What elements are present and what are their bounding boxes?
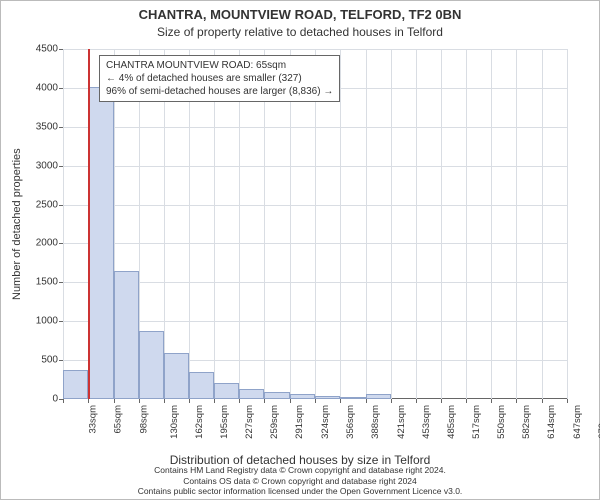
histogram-bar: [290, 394, 315, 399]
x-tick-label: 33sqm: [88, 405, 99, 434]
y-tick-label: 3500: [36, 121, 63, 132]
y-tick-label: 1000: [36, 316, 63, 327]
x-tick-mark: [114, 399, 115, 403]
x-tick-label: 356sqm: [345, 405, 356, 439]
x-tick-mark: [290, 399, 291, 403]
y-tick-label: 2500: [36, 199, 63, 210]
x-tick-mark: [542, 399, 543, 403]
x-tick-label: 421sqm: [396, 405, 407, 439]
x-tick-mark: [516, 399, 517, 403]
x-tick-label: 130sqm: [168, 405, 179, 439]
x-tick-label: 259sqm: [269, 405, 280, 439]
x-tick-mark: [264, 399, 265, 403]
grid-line-v: [466, 49, 467, 399]
grid-line-v: [516, 49, 517, 399]
x-tick-label: 195sqm: [219, 405, 230, 439]
y-axis-label-text: Number of detached properties: [11, 148, 23, 300]
x-tick-mark: [416, 399, 417, 403]
x-tick-label: 162sqm: [193, 405, 204, 439]
x-tick-mark: [88, 399, 89, 403]
attribution-line3: Contains public sector information licen…: [138, 486, 463, 496]
annotation-box: CHANTRA MOUNTVIEW ROAD: 65sqm ← 4% of de…: [99, 55, 340, 102]
x-tick-mark: [63, 399, 64, 403]
x-tick-label: 65sqm: [112, 405, 123, 434]
attribution-line2: Contains OS data © Crown copyright and d…: [183, 476, 417, 486]
histogram-bar: [164, 353, 190, 399]
x-tick-mark: [214, 399, 215, 403]
x-tick-label: 582sqm: [521, 405, 532, 439]
y-axis-label-wrap: Number of detached properties: [11, 1, 25, 431]
x-tick-mark: [164, 399, 165, 403]
grid-line-v: [441, 49, 442, 399]
histogram-bar: [366, 394, 391, 399]
grid-line-v: [416, 49, 417, 399]
x-tick-mark: [567, 399, 568, 403]
x-tick-label: 485sqm: [445, 405, 456, 439]
x-tick-mark: [189, 399, 190, 403]
chart-title-line2: Size of property relative to detached ho…: [1, 25, 599, 39]
x-tick-mark: [340, 399, 341, 403]
histogram-bar: [88, 87, 114, 399]
grid-line-v: [63, 49, 64, 399]
x-tick-mark: [139, 399, 140, 403]
x-tick-label: 453sqm: [420, 405, 431, 439]
grid-line-v: [366, 49, 367, 399]
x-tick-mark: [441, 399, 442, 403]
y-tick-label: 3000: [36, 160, 63, 171]
x-tick-label: 291sqm: [294, 405, 305, 439]
histogram-bar: [139, 331, 164, 399]
chart-frame: CHANTRA, MOUNTVIEW ROAD, TELFORD, TF2 0B…: [0, 0, 600, 500]
x-tick-mark: [239, 399, 240, 403]
chart-title-line1: CHANTRA, MOUNTVIEW ROAD, TELFORD, TF2 0B…: [1, 7, 599, 22]
y-tick-label: 4500: [36, 44, 63, 55]
y-tick-label: 2000: [36, 238, 63, 249]
x-tick-label: 647sqm: [572, 405, 583, 439]
x-tick-label: 98sqm: [138, 405, 149, 434]
x-tick-label: 388sqm: [370, 405, 381, 439]
y-tick-label: 1500: [36, 277, 63, 288]
x-tick-mark: [315, 399, 316, 403]
attribution: Contains HM Land Registry data © Crown c…: [1, 465, 599, 497]
annotation-line2: ← 4% of detached houses are smaller (327…: [106, 72, 333, 85]
annotation-line1: CHANTRA MOUNTVIEW ROAD: 65sqm: [106, 59, 333, 72]
histogram-bar: [239, 389, 264, 399]
x-tick-mark: [391, 399, 392, 403]
y-axis-label: Number of detached properties: [11, 148, 23, 300]
grid-line-v: [567, 49, 568, 399]
histogram-bar: [264, 392, 290, 399]
grid-line-v: [542, 49, 543, 399]
attribution-line1: Contains HM Land Registry data © Crown c…: [154, 465, 446, 475]
grid-line-v: [491, 49, 492, 399]
x-tick-label: 550sqm: [496, 405, 507, 439]
x-tick-mark: [366, 399, 367, 403]
y-tick-label: 0: [52, 394, 63, 405]
y-tick-label: 4000: [36, 82, 63, 93]
x-tick-label: 614sqm: [546, 405, 557, 439]
plot-area: 05001000150020002500300035004000450033sq…: [63, 49, 567, 399]
y-tick-label: 500: [41, 355, 63, 366]
x-tick-label: 324sqm: [320, 405, 331, 439]
histogram-bar: [114, 271, 139, 399]
x-tick-label: 227sqm: [244, 405, 255, 439]
x-tick-label: 517sqm: [470, 405, 481, 439]
histogram-bar: [63, 370, 88, 399]
grid-line-v: [391, 49, 392, 399]
histogram-bar: [214, 383, 239, 399]
histogram-bar: [315, 396, 340, 399]
histogram-bar: [340, 397, 366, 399]
annotation-line3: 96% of semi-detached houses are larger (…: [106, 85, 333, 98]
histogram-bar: [189, 372, 214, 399]
property-marker-line: [88, 49, 90, 399]
x-tick-mark: [466, 399, 467, 403]
x-tick-mark: [491, 399, 492, 403]
